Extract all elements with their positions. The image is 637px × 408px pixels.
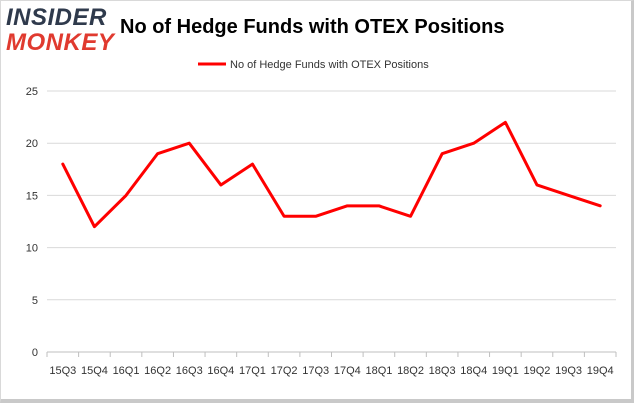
x-tick-label: 17Q4 [334, 365, 361, 377]
y-tick-label: 20 [26, 138, 38, 150]
x-tick-label: 17Q1 [239, 365, 266, 377]
legend: No of Hedge Funds with OTEX Positions [198, 59, 429, 71]
series-layer [61, 120, 602, 229]
logo-line-1: INSIDER [6, 4, 107, 31]
x-tick-label: 17Q3 [302, 365, 329, 377]
y-tick-label: 5 [32, 295, 38, 307]
chart-title: No of Hedge Funds with OTEX Positions [120, 16, 505, 38]
y-axis-ticks: 0 5 10 15 20 25 [26, 86, 38, 359]
y-tick-label: 25 [26, 86, 38, 98]
x-tick-label: 18Q4 [460, 365, 487, 377]
x-axis [46, 351, 617, 357]
x-tick-label: 16Q2 [144, 365, 171, 377]
y-tick-label: 0 [32, 347, 38, 359]
x-tick-label: 16Q4 [207, 365, 234, 377]
x-tick-label: 15Q4 [81, 365, 108, 377]
series-line [61, 120, 602, 229]
gridlines [47, 90, 616, 301]
logo-line-2: MONKEY [6, 29, 115, 56]
x-tick-label: 19Q1 [492, 365, 519, 377]
x-tick-label: 16Q1 [113, 365, 140, 377]
insider-monkey-logo: INSIDER MONKEY [6, 6, 116, 56]
x-tick-label: 18Q1 [365, 365, 392, 377]
x-tick-label: 19Q3 [555, 365, 582, 377]
y-tick-label: 10 [26, 243, 38, 255]
x-tick-label: 18Q3 [429, 365, 456, 377]
x-tick-label: 19Q4 [587, 365, 614, 377]
x-tick-label: 19Q2 [524, 365, 551, 377]
x-tick-label: 15Q3 [49, 365, 76, 377]
y-tick-label: 15 [26, 190, 38, 202]
legend-label: No of Hedge Funds with OTEX Positions [230, 59, 429, 71]
x-axis-ticks: 15Q3 15Q4 16Q1 16Q2 16Q3 16Q4 17Q1 17Q2 17Q3 17Q4… [49, 365, 613, 377]
x-tick-label: 18Q2 [397, 365, 424, 377]
x-tick-label: 16Q3 [176, 365, 203, 377]
x-tick-label: 17Q2 [271, 365, 298, 377]
